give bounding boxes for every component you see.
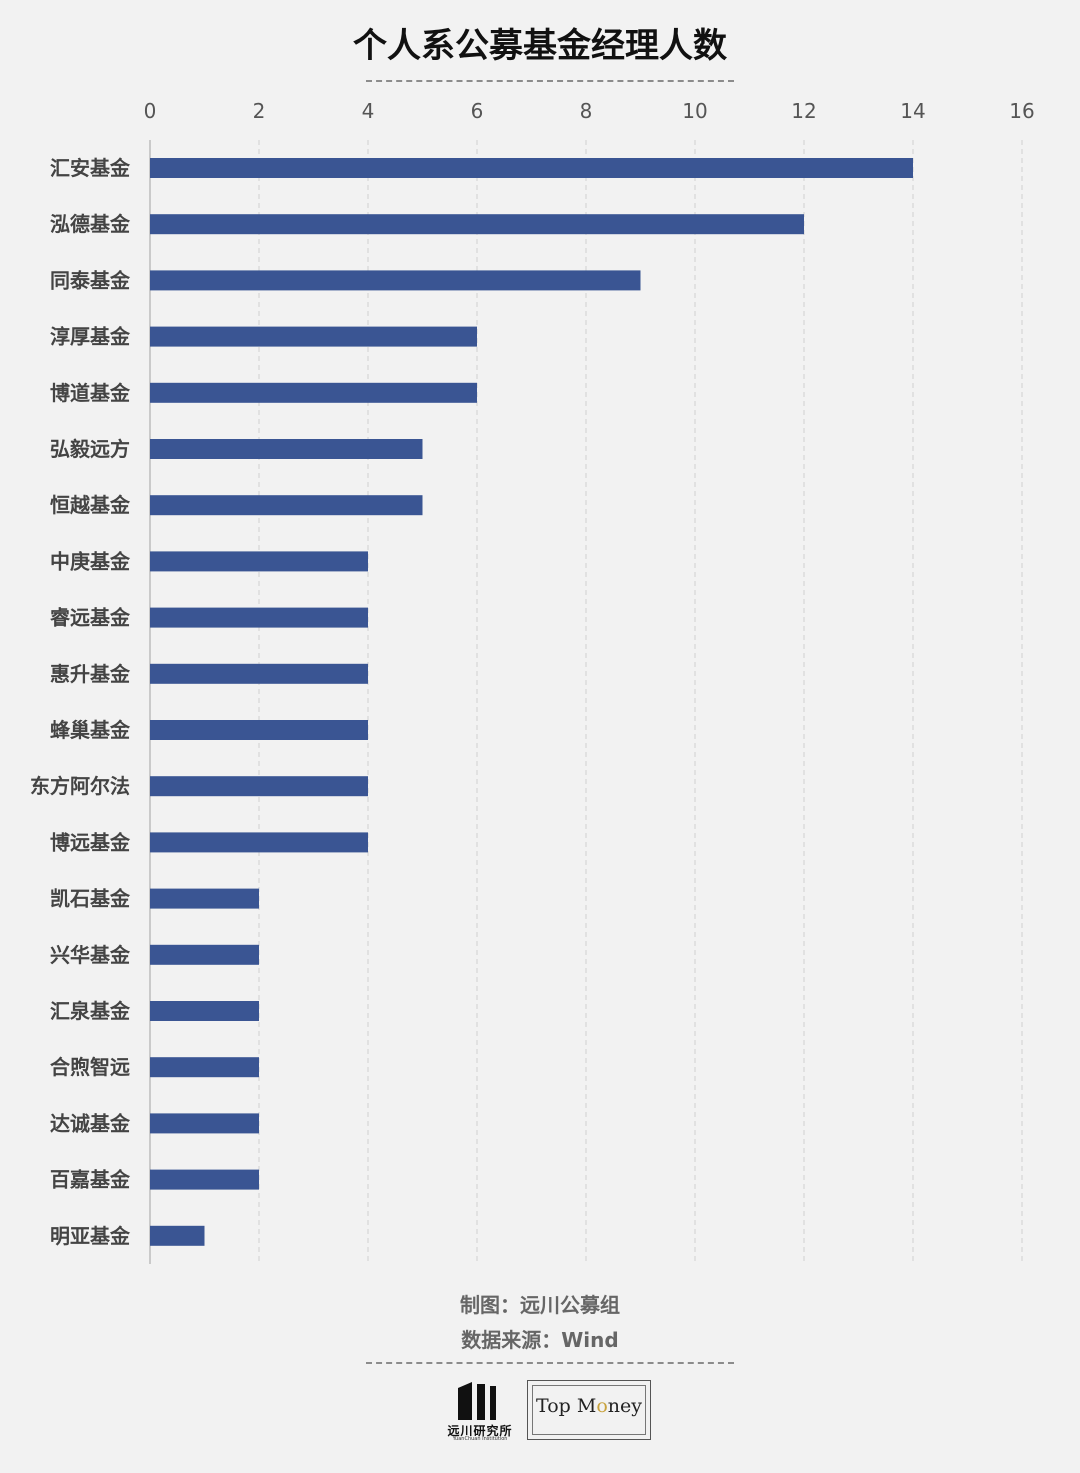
category-label: 百嘉基金 [50, 1168, 131, 1192]
category-label: 中庚基金 [50, 549, 131, 573]
topmoney-logo-frame [532, 1385, 646, 1435]
bar [150, 1001, 259, 1021]
bar [150, 158, 913, 178]
bar [150, 1225, 205, 1246]
category-label: 汇安基金 [50, 156, 131, 180]
bar [150, 495, 423, 516]
yuanchuan-logo-subtitle: YuanChuan Institution [452, 1436, 508, 1442]
bar [150, 270, 641, 291]
category-label: 淳厚基金 [50, 325, 131, 349]
bar [150, 1057, 259, 1078]
data-source: 数据来源：Wind [461, 1328, 619, 1352]
category-label: 恒越基金 [50, 493, 131, 517]
bar [150, 720, 368, 740]
x-tick-label: 4 [362, 99, 375, 123]
bar [150, 1113, 259, 1134]
title-divider [366, 80, 734, 82]
category-label: 明亚基金 [50, 1224, 131, 1248]
x-tick-label: 6 [471, 99, 484, 123]
topmoney-logo: Top Money [527, 1380, 651, 1440]
bar [150, 888, 259, 909]
bar [150, 944, 259, 965]
x-tick-label: 2 [253, 99, 266, 123]
x-tick-label: 14 [900, 99, 925, 123]
chart-credit: 制图：远川公募组 [460, 1293, 620, 1317]
category-label: 泓德基金 [50, 212, 131, 236]
bar-chart: 0 2 4 6 8 10 12 14 16 汇安基金泓德基金同泰基金淳厚基金博道基金弘毅远方恒越基… [30, 99, 1035, 1264]
category-label: 合煦智远 [50, 1055, 130, 1079]
bar [150, 607, 368, 628]
yuanchuan-logo: 远川研究所 YuanChuan Institution [444, 1378, 516, 1444]
bar [150, 326, 477, 347]
bar [150, 382, 477, 403]
category-label: 凯石基金 [50, 887, 131, 911]
chart-title: 个人系公募基金经理人数 [353, 26, 727, 66]
yuanchuan-logo-name: 远川研究所 [447, 1424, 513, 1438]
x-tick-label: 16 [1009, 99, 1034, 123]
category-label: 蜂巢基金 [50, 718, 131, 742]
yuanchuan-logo-mark [458, 1382, 496, 1420]
bar [150, 832, 368, 853]
x-tick-label: 0 [144, 99, 157, 123]
topmoney-logo-text: Top Money [536, 1395, 642, 1417]
category-label: 同泰基金 [50, 268, 131, 292]
x-tick-label: 12 [791, 99, 816, 123]
category-label: 博道基金 [50, 381, 131, 405]
bar [150, 1169, 259, 1190]
bar [150, 439, 423, 459]
x-tick-label: 10 [682, 99, 707, 123]
category-label: 睿远基金 [50, 606, 131, 630]
bar [150, 214, 804, 235]
x-tick-label: 8 [580, 99, 593, 123]
category-label: 惠升基金 [50, 662, 131, 686]
category-label: 博远基金 [50, 830, 131, 854]
bar [150, 776, 368, 797]
bar [150, 663, 368, 684]
category-label: 东方阿尔法 [30, 774, 130, 798]
category-label: 汇泉基金 [50, 999, 131, 1023]
footer-divider [366, 1362, 734, 1364]
category-label: 达诚基金 [50, 1111, 131, 1135]
category-label: 兴华基金 [50, 943, 131, 967]
bar [150, 551, 368, 572]
category-label: 弘毅远方 [50, 437, 130, 461]
